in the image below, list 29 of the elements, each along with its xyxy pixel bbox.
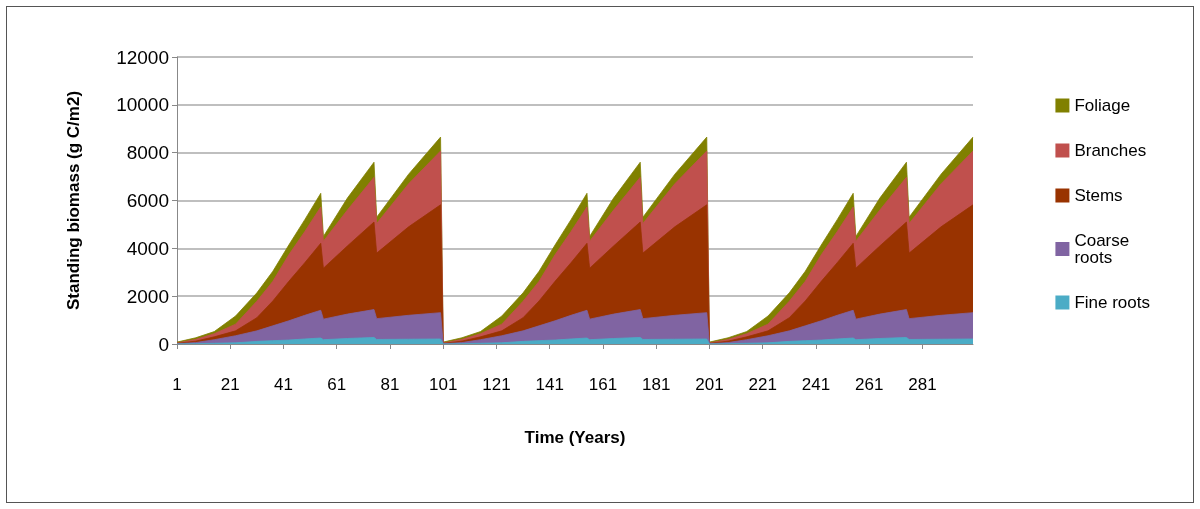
y-tick-label: 4000	[126, 237, 169, 259]
legend-label: Foliage	[1074, 96, 1131, 115]
x-tick-label: 141	[535, 375, 564, 394]
x-tick-label: 281	[908, 375, 937, 394]
x-tick-label: 21	[220, 375, 240, 394]
x-tick-label: 61	[327, 375, 347, 394]
y-tick-label: 2000	[126, 285, 169, 307]
y-tick-label: 6000	[126, 190, 169, 211]
y-tick-label: 8000	[126, 142, 169, 164]
x-tick-label: 1	[172, 375, 182, 394]
x-tick-label: 181	[642, 375, 671, 394]
x-tick-label: 81	[380, 375, 400, 394]
x-tick-label: 121	[482, 375, 511, 394]
legend-label: Coarse roots	[1074, 231, 1134, 267]
y-tick-label: 0	[158, 333, 169, 355]
x-tick-label: 161	[588, 375, 618, 394]
y-tick-label: 12000	[116, 46, 169, 68]
legend-label: Fine roots	[1074, 293, 1151, 312]
x-tick-label: 201	[695, 375, 724, 394]
x-tick-label: 261	[854, 375, 884, 394]
y-tick-label: 10000	[116, 94, 169, 116]
x-tick-label: 241	[801, 375, 831, 394]
legend-label: Stems	[1074, 186, 1123, 205]
x-axis-title: Time (Years)	[524, 428, 626, 447]
x-tick-label: 41	[274, 375, 293, 394]
legend-label: Branches	[1074, 141, 1147, 160]
x-tick-label: 101	[429, 375, 458, 394]
y-axis-title: Standing biomass (g C/m2)	[64, 90, 83, 311]
x-tick-label: 221	[748, 375, 777, 394]
